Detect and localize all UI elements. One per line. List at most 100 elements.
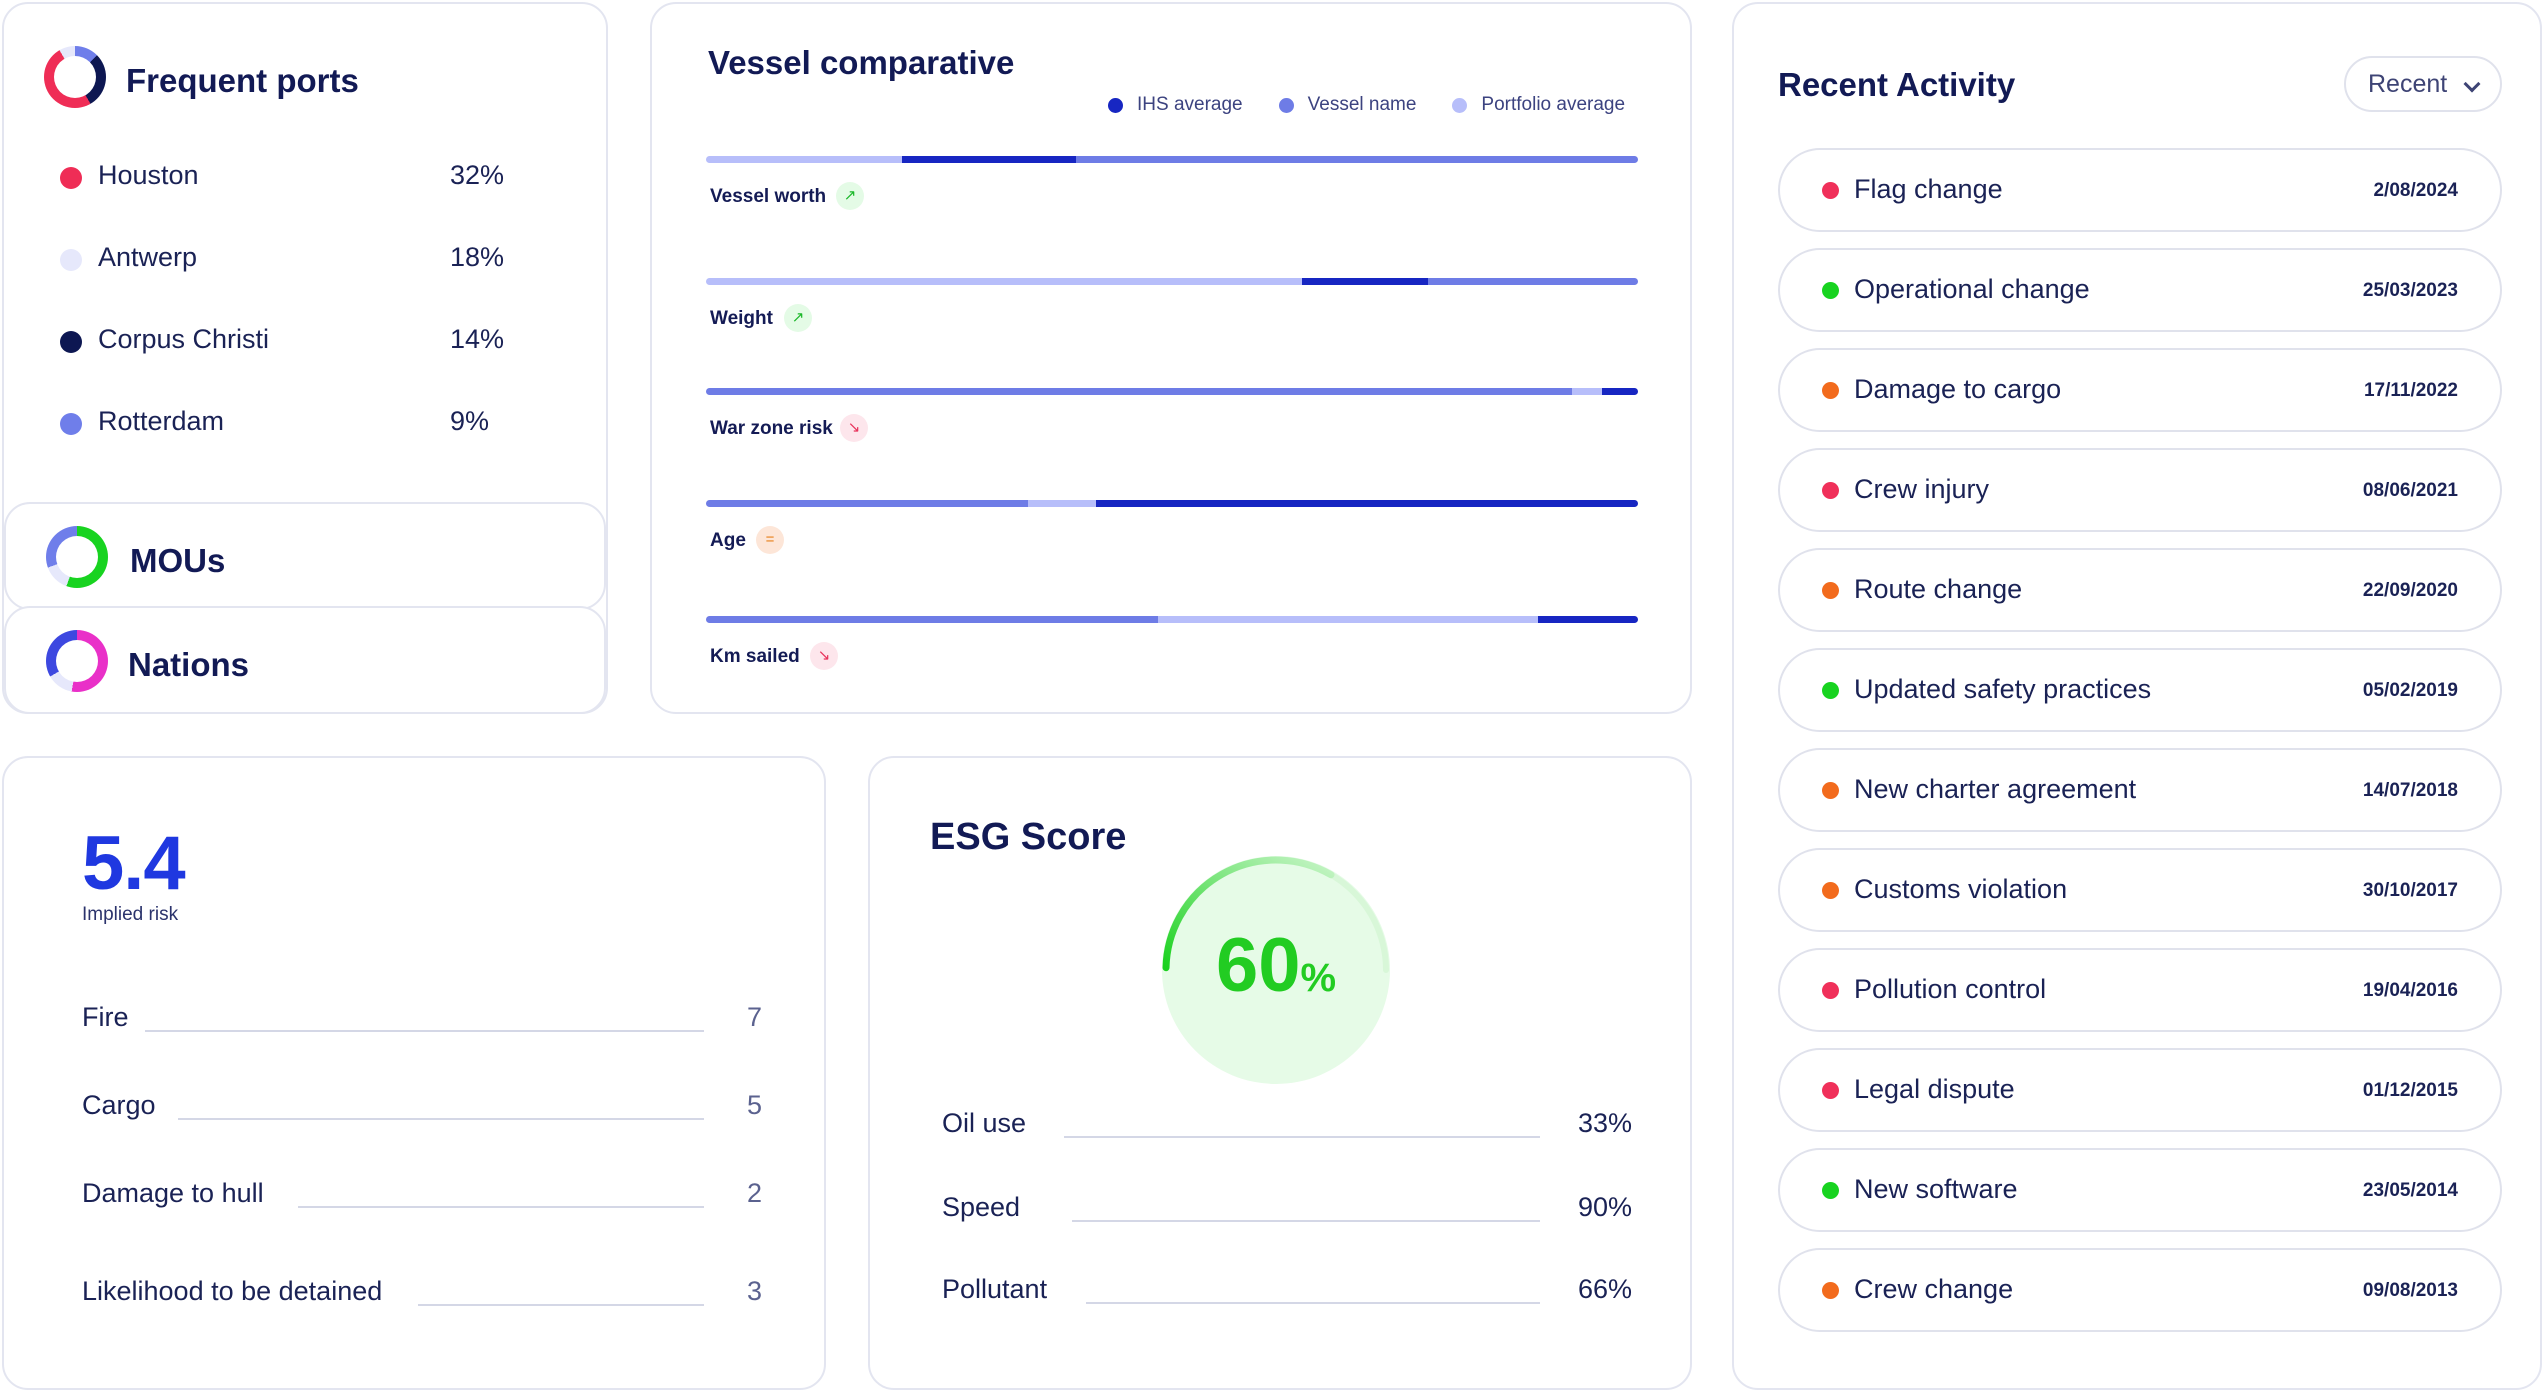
esg-value-unit: % [1300,956,1337,1000]
port-percentage: 32% [450,160,505,190]
activity-status-dot [1822,1282,1839,1299]
risk-row-likelihood-to-be-detained: Likelihood to be detained 3 [82,1276,762,1316]
risk-label: Damage to hull [82,1178,280,1209]
chevron-down-icon [2463,75,2481,93]
activity-item[interactable]: Pollution control 19/04/2016 [1778,948,2502,1032]
esg-title: ESG Score [930,816,1127,858]
risk-row-damage-to-hull: Damage to hull 2 [82,1178,762,1218]
legend-dot [1452,97,1468,113]
vessel-comparative-title: Vessel comparative [708,44,1015,81]
esg-label: Oil use [942,1108,1043,1139]
trend-up-icon: ↗ [836,182,864,210]
frequent-ports-title: Frequent ports [126,62,359,99]
activity-status-dot [1822,482,1839,499]
risk-label: Likelihood to be detained [82,1276,399,1307]
activity-label: Operational change [1854,274,2090,304]
risk-value: 3 [746,1276,762,1306]
mous-section[interactable]: MOUs [4,502,606,610]
recent-activity-title: Recent Activity [1778,66,2016,103]
activity-label: Customs violation [1854,874,2068,904]
metric-label: Vessel worth [710,186,827,207]
activity-status-dot [1822,382,1839,399]
activity-date: 09/08/2013 [2362,1280,2458,1301]
port-percentage: 18% [450,242,505,272]
recent-filter-dropdown[interactable]: Recent [2344,56,2502,112]
nations-donut-icon [46,630,108,692]
activity-label: New charter agreement [1854,774,2137,804]
activity-label: Flag change [1854,174,2003,204]
esg-score-card: ESG Score 60% Oil use 33% Speed 90% Poll… [868,756,1692,1390]
legend-vessel-name: Vessel name [1278,94,1417,116]
activity-item[interactable]: New charter agreement 14/07/2018 [1778,748,2502,832]
activity-label: Crew change [1854,1274,2014,1304]
nations-section[interactable]: Nations [4,606,606,714]
recent-filter-label: Recent [2368,70,2448,98]
activity-label: Crew injury [1854,474,1990,504]
activity-item[interactable]: Updated safety practices 05/02/2019 [1778,648,2502,732]
activity-status-dot [1822,882,1839,899]
port-name: Corpus Christi [98,324,270,354]
frequent-ports-donut-icon [44,46,106,108]
activity-date: 25/03/2023 [2362,280,2458,301]
trend-down-icon: ↘ [840,414,868,442]
metric-label: War zone risk [710,418,833,439]
port-color-dot [60,331,82,353]
activity-item[interactable]: Damage to cargo 17/11/2022 [1778,348,2502,432]
activity-label: Damage to cargo [1854,374,2062,404]
metric-label: Km sailed [710,646,800,667]
port-row-antwerp: Antwerp 18% [58,238,518,278]
recent-activity-card: Recent Activity Recent Flag change 2/08/2… [1732,2,2542,1390]
port-row-rotterdam: Rotterdam 9% [58,402,518,442]
legend-portfolio-average: Portfolio average [1452,94,1625,116]
activity-item[interactable]: New software 23/05/2014 [1778,1148,2502,1232]
legend-label: Vessel name [1307,94,1417,115]
comparison-bar [706,388,1638,395]
risk-label: Fire [82,1002,145,1033]
esg-gauge: 60% [1162,856,1390,1084]
esg-value-pct: 90% [1577,1192,1632,1222]
legend-dot [1108,97,1123,113]
activity-item[interactable]: Crew injury 08/06/2021 [1778,448,2502,532]
activity-status-dot [1822,682,1839,699]
esg-value-pct: 66% [1577,1274,1632,1304]
port-name: Antwerp [98,242,198,272]
implied-risk-card: 5.4 Implied risk Fire 7 Cargo 5 Damage t… [2,756,826,1390]
activity-item[interactable]: Legal dispute 01/12/2015 [1778,1048,2502,1132]
mous-title: MOUs [130,542,226,579]
port-name: Rotterdam [98,406,225,436]
esg-row-oil-use: Oil use 33% [942,1108,1632,1148]
port-color-dot [60,167,82,189]
trend-down-icon: ↘ [810,642,838,670]
activity-status-dot [1822,582,1839,599]
activity-item[interactable]: Crew change 09/08/2013 [1778,1248,2502,1332]
nations-title: Nations [128,646,250,683]
activity-item[interactable]: Operational change 25/03/2023 [1778,248,2502,332]
trend-up-icon: ↗ [784,304,812,332]
implied-risk-caption: Implied risk [82,904,179,925]
activity-date: 08/06/2021 [2362,480,2458,501]
esg-progress-ring [1162,856,1389,973]
activity-item[interactable]: Route change 22/09/2020 [1778,548,2502,632]
esg-row-speed: Speed 90% [942,1192,1632,1232]
port-color-dot [60,249,82,271]
activity-item[interactable]: Customs violation 30/10/2017 [1778,848,2502,932]
activity-label: Legal dispute [1854,1074,2015,1104]
comparison-bar [706,156,1638,163]
esg-row-pollutant: Pollutant 66% [942,1274,1632,1314]
activity-label: Pollution control [1854,974,2047,1004]
activity-status-dot [1822,282,1839,299]
activity-date: 14/07/2018 [2362,780,2458,801]
port-percentage: 9% [450,406,490,436]
port-name: Houston [98,160,199,190]
activity-status-dot [1822,782,1839,799]
esg-value: 60% [1162,922,1390,1009]
activity-status-dot [1822,982,1839,999]
port-row-houston: Houston 32% [58,156,518,196]
mous-donut-icon [46,526,108,588]
port-row-corpus-christi: Corpus Christi 14% [58,320,518,360]
activity-date: 17/11/2022 [2363,380,2458,401]
legend-dot [1278,97,1294,113]
activity-item[interactable]: Flag change 2/08/2024 [1778,148,2502,232]
chart-legend: IHS average Vessel name Portfolio averag… [1072,94,1625,116]
esg-label: Pollutant [942,1274,1064,1305]
